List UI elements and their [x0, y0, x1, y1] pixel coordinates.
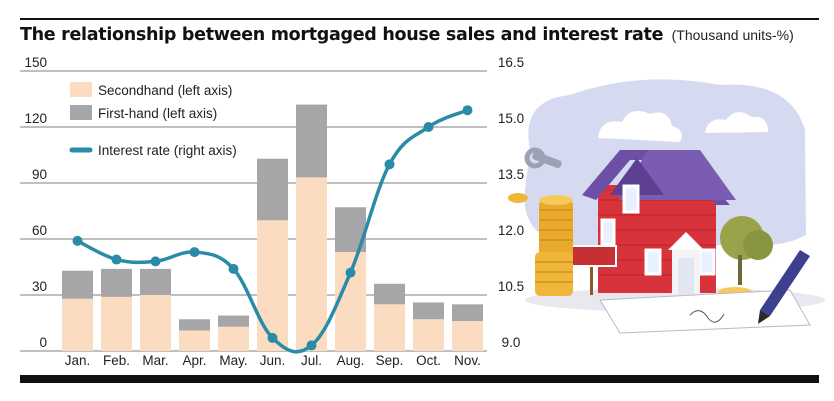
interest-rate-point — [462, 105, 473, 116]
interest-rate-point — [228, 263, 239, 274]
category-label: Nov. — [454, 353, 481, 368]
bar-firsthand — [218, 315, 249, 327]
right-axis-tick-label: 16.5 — [498, 55, 524, 70]
pen-icon — [758, 250, 810, 324]
category-label: May. — [219, 353, 247, 368]
coin-stack-icon — [535, 195, 573, 296]
left-axis-tick-label: 150 — [24, 55, 47, 70]
house-icon — [582, 150, 736, 294]
chart-unit: (Thousand units-%) — [671, 27, 794, 43]
bar-secondhand — [62, 298, 93, 351]
legend-swatch-secondhand — [70, 82, 92, 97]
bar-secondhand — [413, 319, 444, 351]
bar-secondhand — [257, 220, 288, 351]
interest-rate-point — [72, 235, 83, 246]
document-icon — [599, 289, 811, 334]
bottom-rule — [20, 375, 819, 383]
bar-firsthand — [413, 302, 444, 320]
left-axis-tick-label: 0 — [39, 335, 47, 350]
bar-firsthand — [296, 104, 327, 178]
right-axis-tick-label: 12.0 — [498, 223, 524, 238]
category-label: Aug. — [337, 353, 365, 368]
right-axis-tick-label: 15.0 — [498, 111, 524, 126]
category-label: Jun. — [260, 353, 286, 368]
bar-firsthand — [140, 268, 171, 295]
grid — [20, 70, 487, 352]
bar-firsthand — [257, 158, 288, 221]
bar-secondhand — [452, 321, 483, 351]
bar-secondhand — [179, 330, 210, 351]
ticks: 0 9.0 30 10.5 60 12.0 90 13.5 120 15.0 150 16.5 — [24, 55, 524, 350]
right-axis-tick-label: 10.5 — [498, 279, 524, 294]
chart-title-text: The relationship between mortgaged house… — [20, 25, 664, 45]
bar-firsthand — [374, 283, 405, 305]
bar-secondhand — [140, 295, 171, 351]
cloud-icon — [598, 110, 682, 142]
interest-rate-point — [111, 254, 122, 265]
legend-label-secondhand: Secondhand (left axis) — [98, 83, 232, 98]
category-label: Oct. — [416, 353, 441, 368]
top-rule — [20, 18, 819, 20]
interest-rate-point — [345, 267, 356, 278]
legend-label-firsthand: First-hand (left axis) — [98, 106, 217, 121]
chart-title: The relationship between mortgaged house… — [20, 25, 794, 45]
bar-firsthand — [62, 270, 93, 299]
key-icon — [524, 147, 562, 169]
bar-secondhand — [296, 177, 327, 351]
category-label: Mar. — [142, 353, 168, 368]
category-label: Jan. — [65, 353, 91, 368]
legend-label-interest: Interest rate (right axis) — [98, 143, 237, 158]
house-illustration — [508, 79, 825, 334]
left-axis-tick-label: 60 — [32, 223, 47, 238]
bar-firsthand — [452, 304, 483, 322]
category-label: Apr. — [182, 353, 206, 368]
left-axis-tick-label: 90 — [32, 167, 47, 182]
bar-firsthand — [101, 268, 132, 297]
right-axis-tick-label: 9.0 — [502, 335, 521, 350]
category-label: Sep. — [376, 353, 404, 368]
left-axis-tick-label: 120 — [24, 111, 47, 126]
interest-rate-point — [267, 332, 278, 343]
legend: Secondhand (left axis) First-hand (left … — [69, 82, 237, 158]
bar-secondhand — [101, 296, 132, 351]
interest-rate-point — [189, 247, 200, 258]
bar-firsthand — [179, 319, 210, 331]
category-label: Feb. — [103, 353, 130, 368]
bar-secondhand — [218, 326, 249, 351]
interest-rate-point — [384, 159, 395, 170]
interest-rate-point — [306, 340, 317, 351]
interest-line — [72, 105, 473, 354]
category-labels: Jan. Feb. Mar. Apr. May. Jun. Jul. Aug. Sep. Oct.… — [65, 353, 481, 368]
legend-swatch-firsthand — [70, 105, 92, 120]
interest-rate-point — [423, 122, 434, 132]
right-axis-tick-label: 13.5 — [498, 167, 524, 182]
interest-rate-point — [150, 256, 161, 267]
bush-icon — [720, 216, 773, 285]
bars — [62, 104, 483, 351]
category-label: Jul. — [301, 353, 322, 368]
left-axis-tick-label: 30 — [32, 279, 47, 294]
cloud-icon — [705, 112, 768, 133]
bar-secondhand — [374, 304, 405, 351]
